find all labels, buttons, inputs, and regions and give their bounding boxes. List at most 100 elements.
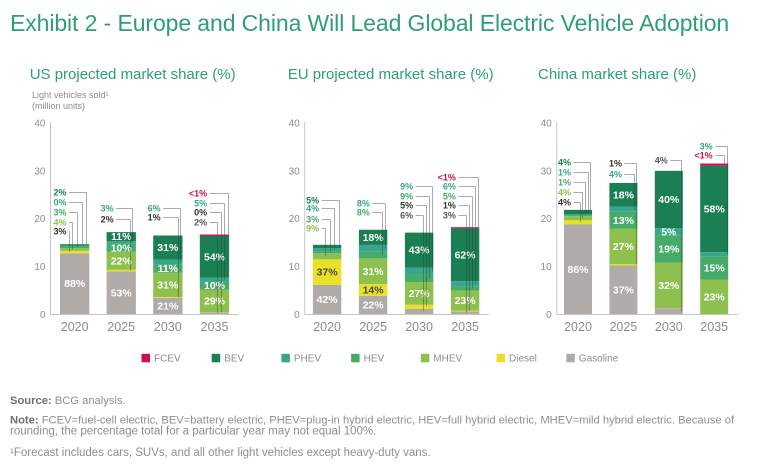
svg-text:10%: 10% [204,280,226,292]
svg-text:27%: 27% [409,288,431,300]
svg-text:86%: 86% [567,264,589,276]
svg-text:3%: 3% [700,142,713,152]
svg-text:8%: 8% [357,208,370,218]
svg-text:2025: 2025 [107,320,135,334]
svg-text:EU projected market share (%): EU projected market share (%) [288,66,494,83]
svg-text:2020: 2020 [313,320,341,334]
svg-text:4%: 4% [609,170,622,180]
svg-text:2035: 2035 [201,320,229,334]
svg-text:4%: 4% [655,156,668,166]
svg-text:2035: 2035 [700,320,728,334]
svg-text:4%: 4% [558,188,571,198]
svg-text:37%: 37% [613,284,635,296]
svg-text:4%: 4% [306,204,319,214]
svg-text:4%: 4% [558,158,571,168]
svg-text:HEV: HEV [364,354,385,365]
svg-text:9%: 9% [306,224,319,234]
svg-text:2020: 2020 [61,320,89,334]
svg-text:rounding, the percentage total: rounding, the percentage total for a par… [10,426,376,438]
svg-text:3%: 3% [53,227,66,237]
svg-text:Exhibit 2 - Europe and China W: Exhibit 2 - Europe and China Will Lead G… [10,10,729,36]
svg-text:20: 20 [34,214,46,225]
svg-text:0%: 0% [194,208,207,218]
svg-text:2030: 2030 [655,320,683,334]
svg-text:43%: 43% [409,245,431,257]
svg-text:40: 40 [541,119,553,130]
svg-text:62%: 62% [455,249,477,261]
svg-text:10: 10 [34,262,46,273]
svg-text:23%: 23% [704,291,726,303]
svg-text:40: 40 [34,119,46,130]
svg-text:FCEV: FCEV [154,354,181,365]
svg-text:30: 30 [541,166,553,177]
svg-text:10%: 10% [111,242,133,254]
svg-text:2030: 2030 [154,320,182,334]
svg-text:11%: 11% [111,231,132,243]
svg-text:31%: 31% [363,266,385,278]
svg-text:15%: 15% [704,263,726,275]
svg-text:6%: 6% [400,211,413,221]
svg-text:1%: 1% [609,159,622,169]
svg-text:3%: 3% [306,215,319,225]
svg-text:5%: 5% [443,192,456,202]
svg-text:PHEV: PHEV [294,354,322,365]
svg-text:4%: 4% [558,198,571,208]
svg-text:2025: 2025 [359,320,387,334]
svg-text:2035: 2035 [451,320,479,334]
svg-text:30: 30 [34,166,46,177]
svg-text:22%: 22% [363,300,385,312]
svg-text:54%: 54% [204,251,226,263]
svg-text:1%: 1% [443,201,456,211]
svg-text:20: 20 [541,214,553,225]
svg-text:11%: 11% [158,263,179,275]
svg-text:5%: 5% [306,196,319,206]
svg-text:Note: FCEV=fuel-cell electric,: Note: FCEV=fuel-cell electric, BEV=batte… [10,415,735,427]
svg-text:Gasoline: Gasoline [579,354,619,365]
svg-text:0: 0 [546,310,552,321]
svg-text:40: 40 [289,119,301,130]
svg-text:1%: 1% [558,168,571,178]
svg-text:2%: 2% [53,188,66,198]
svg-text:31%: 31% [157,242,179,254]
svg-text:21%: 21% [157,301,179,313]
svg-text:2%: 2% [194,218,207,228]
svg-text:6%: 6% [148,204,161,214]
svg-text:88%: 88% [64,278,86,290]
svg-text:30: 30 [289,166,301,177]
svg-text:3%: 3% [53,208,66,218]
svg-text:Diesel: Diesel [509,354,537,365]
svg-text:Source: BCG analysis.: Source: BCG analysis. [10,395,126,407]
svg-text:9%: 9% [400,182,413,192]
svg-text:2020: 2020 [564,320,592,334]
svg-text:6%: 6% [443,182,456,192]
svg-text:MHEV: MHEV [433,354,462,365]
svg-text:9%: 9% [400,192,413,202]
svg-text:3%: 3% [443,211,456,221]
svg-text:1%: 1% [558,178,571,188]
svg-text:13%: 13% [613,215,635,227]
svg-text:<1%: <1% [694,151,712,161]
svg-text:5%: 5% [661,226,677,238]
svg-text:42%: 42% [317,294,339,306]
svg-text:China market share (%): China market share (%) [538,66,696,83]
svg-text:10: 10 [541,262,553,273]
svg-text:5%: 5% [400,201,413,211]
svg-text:53%: 53% [111,287,133,299]
svg-text:19%: 19% [658,244,680,256]
svg-text:10: 10 [289,262,301,273]
svg-text:<1%: <1% [189,189,207,199]
svg-text:Light vehicles sold¹: Light vehicles sold¹ [32,90,109,100]
svg-text:¹Forecast includes cars, SUVs,: ¹Forecast includes cars, SUVs, and all o… [10,447,431,459]
svg-text:37%: 37% [317,267,339,279]
svg-text:27%: 27% [613,241,635,253]
svg-text:18%: 18% [613,189,635,201]
svg-text:18%: 18% [363,232,385,244]
svg-text:8%: 8% [357,199,370,209]
svg-text:3%: 3% [101,204,114,214]
svg-text:40%: 40% [658,194,680,206]
svg-text:2%: 2% [101,215,114,225]
svg-text:BEV: BEV [224,354,244,365]
svg-text:0%: 0% [53,198,66,208]
svg-text:58%: 58% [704,204,726,216]
svg-text:2030: 2030 [405,320,433,334]
